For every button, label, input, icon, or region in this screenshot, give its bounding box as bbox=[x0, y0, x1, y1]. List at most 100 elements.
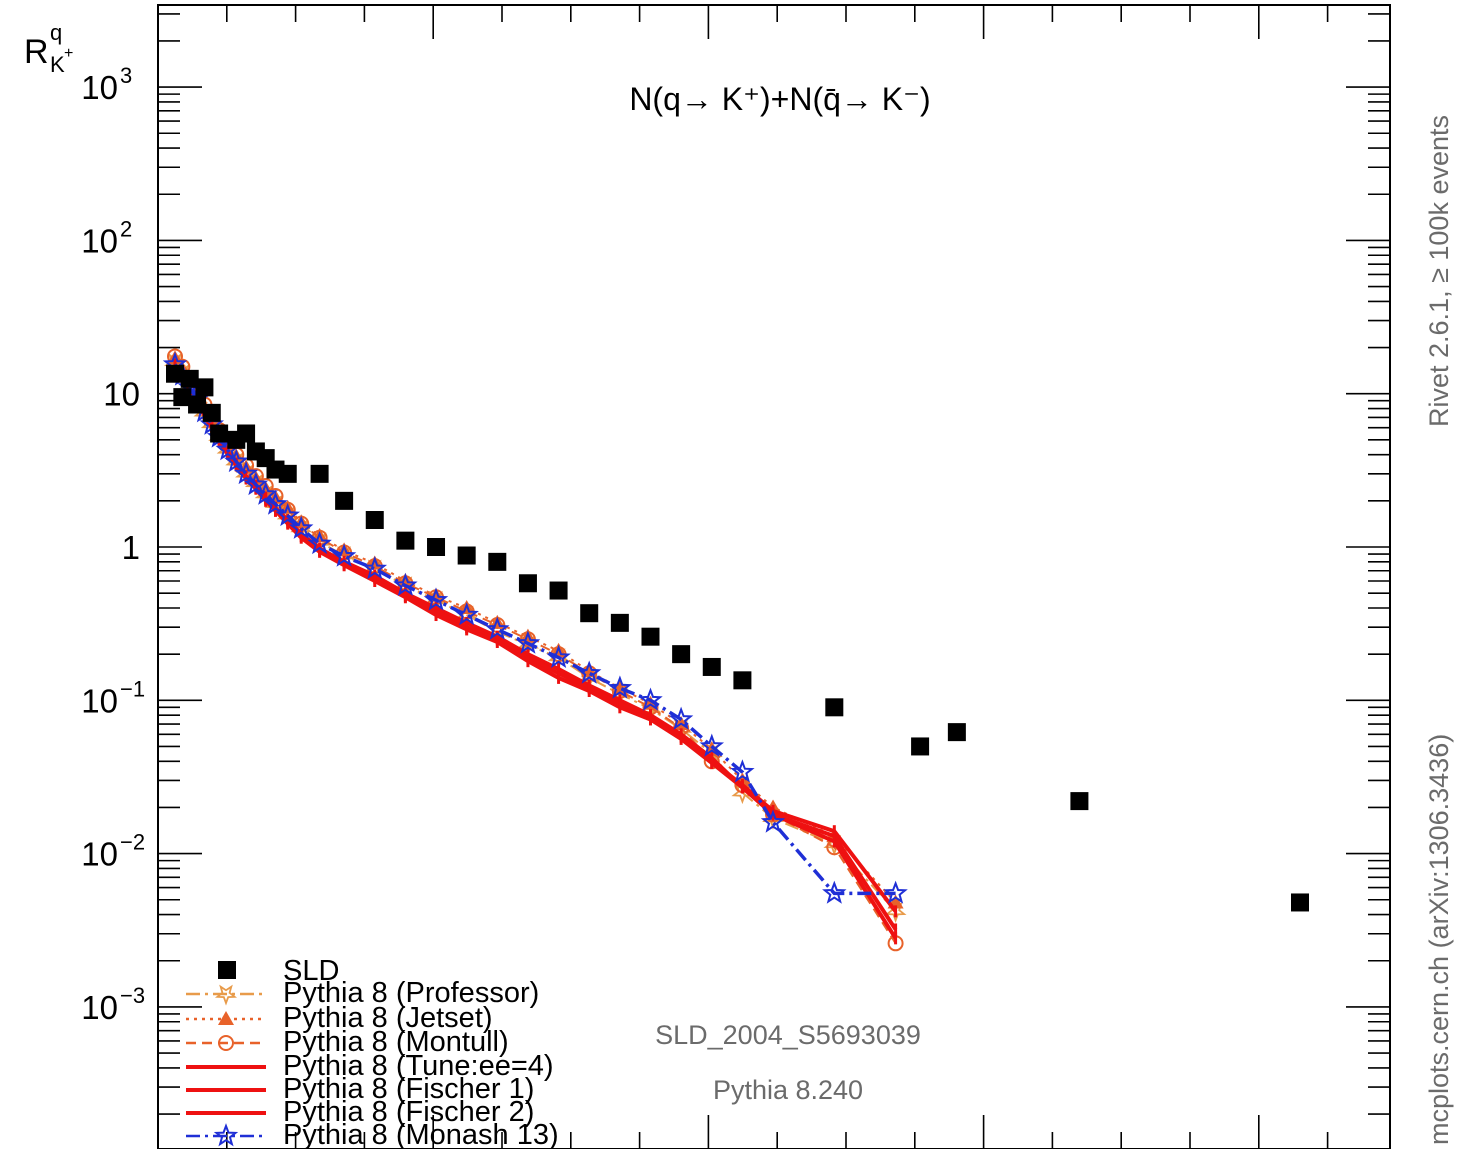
data-point bbox=[166, 364, 184, 383]
data-point bbox=[310, 464, 329, 483]
series-point-7 bbox=[730, 759, 755, 783]
series-point-7 bbox=[607, 675, 633, 699]
series-point-7 bbox=[515, 630, 541, 654]
legend-label: Pythia 8 (Professor) bbox=[283, 977, 539, 1009]
y-tick-label: 10 bbox=[103, 376, 140, 413]
data-point bbox=[610, 613, 629, 632]
y-tick-label: 10 −1 bbox=[81, 676, 145, 719]
series-point-7 bbox=[224, 448, 249, 473]
legend-entry: Pythia 8 (Tune:ee=4) bbox=[186, 1050, 554, 1082]
rivet-label: Rivet 2.6.1, ≥ 100k events bbox=[1424, 115, 1454, 427]
series-point-7 bbox=[454, 602, 479, 626]
series-line-3 bbox=[174, 355, 897, 944]
data-point bbox=[1291, 893, 1309, 912]
y-axis-label: R q K + bbox=[24, 20, 73, 77]
series-point-7 bbox=[288, 515, 314, 539]
series-point-7 bbox=[485, 616, 510, 640]
data-point bbox=[188, 395, 207, 414]
svg-text:3: 3 bbox=[120, 63, 132, 88]
data-point bbox=[335, 491, 354, 510]
legend-label: Pythia 8 (Fischer 1) bbox=[283, 1073, 534, 1105]
legend-label: Pythia 8 (Monash 13) bbox=[283, 1119, 559, 1149]
series-point-7 bbox=[423, 587, 449, 611]
data-point bbox=[947, 723, 966, 742]
series-point-7 bbox=[243, 471, 269, 496]
y-tick-label: 1 bbox=[122, 529, 140, 566]
data-point bbox=[580, 604, 599, 623]
series-line-4 bbox=[173, 363, 898, 940]
series-point-7 bbox=[760, 809, 786, 833]
svg-text:R: R bbox=[24, 33, 49, 71]
data-point bbox=[672, 645, 691, 664]
series-point-7 bbox=[253, 481, 278, 505]
svg-text:K: K bbox=[50, 52, 65, 77]
legend-label: Pythia 8 (Montull) bbox=[283, 1026, 509, 1058]
series-point-7 bbox=[699, 733, 725, 757]
mcplots-label: mcplots.cern.ch (arXiv:1306.3436) bbox=[1424, 734, 1454, 1145]
svg-text:10: 10 bbox=[103, 376, 140, 413]
y-tick-label: 10 −2 bbox=[81, 830, 145, 873]
data-point bbox=[237, 424, 256, 443]
svg-text:2: 2 bbox=[120, 216, 132, 241]
svg-text:10: 10 bbox=[81, 222, 118, 259]
series-point-7 bbox=[822, 880, 847, 904]
svg-text:+: + bbox=[64, 45, 73, 62]
svg-text:1: 1 bbox=[122, 529, 140, 566]
svg-text:−3: −3 bbox=[120, 983, 145, 1008]
chart-title: N(q→ K⁺)+N(q̄→ K⁻) bbox=[629, 81, 930, 117]
legend-marker bbox=[214, 984, 238, 1006]
series-point-7 bbox=[668, 706, 694, 730]
legend-marker bbox=[213, 1123, 239, 1147]
data-point bbox=[457, 546, 476, 565]
data-point bbox=[549, 581, 568, 600]
data-point bbox=[733, 671, 752, 690]
legend-label: SLD bbox=[283, 955, 339, 987]
axis-ticks bbox=[157, 5, 1390, 1149]
data-point bbox=[911, 737, 930, 756]
legend-entry: SLD bbox=[218, 955, 339, 987]
plot-frame bbox=[157, 4, 1391, 1149]
series-point-7 bbox=[307, 530, 332, 555]
analysis-id: SLD_2004_S5693039 bbox=[655, 1020, 921, 1050]
svg-text:−1: −1 bbox=[120, 676, 145, 701]
svg-text:10: 10 bbox=[81, 836, 118, 873]
legend-entry: Pythia 8 (Professor) bbox=[186, 977, 539, 1009]
data-point bbox=[825, 698, 844, 717]
data-point bbox=[702, 657, 721, 676]
data-point bbox=[518, 574, 537, 593]
series-point-7 bbox=[275, 502, 301, 527]
y-tick-label: 10 3 bbox=[81, 63, 132, 106]
data-point bbox=[202, 403, 221, 422]
legend-label: Pythia 8 (Tune:ee=4) bbox=[283, 1050, 554, 1082]
series-point-7 bbox=[233, 461, 259, 485]
series-point-7 bbox=[263, 491, 288, 515]
legend-label: Pythia 8 (Fischer 2) bbox=[283, 1096, 534, 1128]
series-point-7 bbox=[362, 556, 388, 580]
legend-entry: Pythia 8 (Monash 13) bbox=[186, 1119, 559, 1149]
series-point-7 bbox=[883, 880, 908, 904]
legend-marker bbox=[218, 961, 236, 979]
legend-entry: Pythia 8 (Jetset) bbox=[186, 1002, 493, 1034]
data-point bbox=[396, 531, 415, 550]
data-point bbox=[641, 627, 660, 646]
svg-text:10: 10 bbox=[81, 989, 118, 1026]
y-tick-label: 10 2 bbox=[81, 216, 132, 259]
svg-text:10: 10 bbox=[81, 69, 118, 106]
series-point-2 bbox=[397, 573, 414, 588]
data-point bbox=[278, 464, 297, 483]
legend-label: Pythia 8 (Jetset) bbox=[283, 1002, 493, 1034]
data-point bbox=[180, 369, 199, 388]
legend-entry: Pythia 8 (Fischer 2) bbox=[186, 1096, 534, 1128]
series-point-7 bbox=[576, 660, 602, 684]
data-point bbox=[210, 424, 229, 443]
data-point bbox=[1070, 792, 1089, 811]
data-point bbox=[488, 552, 507, 571]
data-point bbox=[427, 538, 446, 556]
series-point-7 bbox=[331, 543, 357, 567]
svg-text:q: q bbox=[50, 20, 62, 45]
svg-text:10: 10 bbox=[81, 682, 118, 719]
legend-marker bbox=[218, 1011, 234, 1025]
